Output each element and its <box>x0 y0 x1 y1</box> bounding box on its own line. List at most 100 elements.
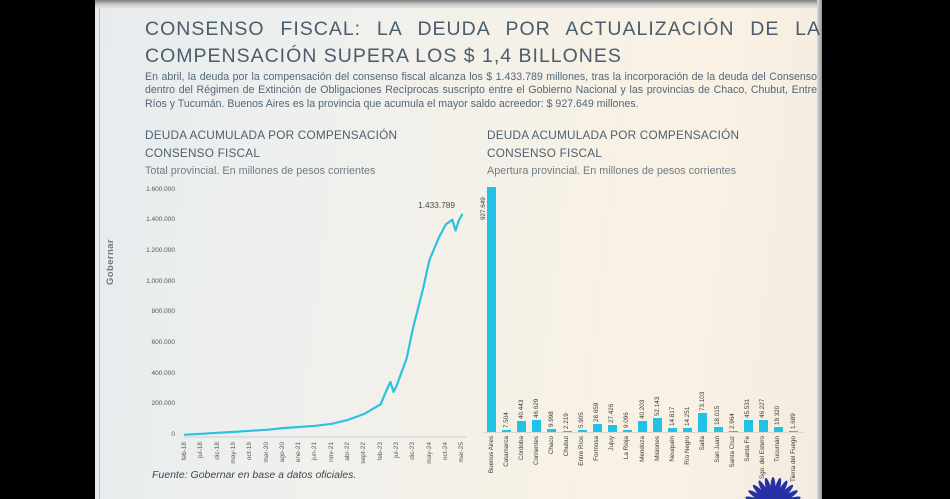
bar-value-label: 40.443 <box>517 400 525 420</box>
bar-category-label: Formosa <box>593 436 601 461</box>
line-chart-y-tick-label: 400.000 <box>151 369 176 377</box>
logo-petal <box>752 484 770 499</box>
gobernar-starburst-logo <box>745 477 801 499</box>
line-chart-x-tick-label: feb-23 <box>376 442 384 461</box>
line-chart-y-tick-label: 1.600.000 <box>146 185 175 193</box>
bar-tucum-n <box>773 426 783 432</box>
line-chart-y-tick-label: 600.000 <box>151 339 176 346</box>
bar-value-label: 14.251 <box>683 406 691 427</box>
logo-petal <box>776 484 794 499</box>
line-series-deuda-acumulada <box>183 213 464 436</box>
line-chart-x-tick-label: sept-22 <box>360 442 368 464</box>
bar-formosa <box>592 424 602 432</box>
bar-value-label: 18.015 <box>714 405 721 426</box>
line-chart-x-tick-label: jul-23 <box>392 442 400 458</box>
bar-category-label: La Rioja <box>623 436 631 460</box>
bar-santa-cruz <box>728 431 738 432</box>
line-chart-y-tick-label: 800.000 <box>151 308 176 316</box>
slide-intro-paragraph: En abril, la deuda por la compensación d… <box>145 71 817 110</box>
window-top-edge <box>95 0 822 8</box>
bar-tierra-del-fuego <box>789 431 798 432</box>
line-chart-y-tick-label: 1.200.000 <box>146 246 175 254</box>
bar-category-label: San Juan <box>714 436 721 463</box>
line-chart-x-tick-label: dic-23 <box>409 442 417 460</box>
window-right-edge <box>817 0 822 499</box>
bar-chart-subtitle: Apertura provincial. En millones de peso… <box>487 165 737 177</box>
bar-value-label: 1.689 <box>789 413 797 429</box>
bar-chart-x-axis-line <box>483 432 805 433</box>
slide: Gobernar CONSENSO FISCAL: LA DEUDA POR A… <box>95 0 822 499</box>
bar-value-label: 7.504 <box>502 412 510 429</box>
bar-category-label: Misiones <box>653 436 661 461</box>
bar-san-juan <box>713 427 723 432</box>
gobernar-watermark: Gobernar <box>105 239 116 285</box>
line-chart-subtitle: Total provincial. En millones de pesos c… <box>145 165 376 177</box>
logo-petal <box>748 490 769 499</box>
bar-catamarca <box>502 430 512 432</box>
bar-value-label: 46.227 <box>759 398 767 418</box>
bar-value-label: 2.219 <box>563 413 570 429</box>
slide-title: CONSENSO FISCAL: LA DEUDA POR ACTUALIZAC… <box>145 18 821 67</box>
bar-category-label: Mendoza <box>638 436 646 462</box>
bar-category-label: Catamarca <box>502 436 510 467</box>
bar-chart-title: DEUDA ACUMULADA POR COMPENSACIÓN CONSENS… <box>487 128 740 160</box>
bar-category-label: Chaco <box>547 436 555 455</box>
bar-value-label: 9.096 <box>623 411 631 428</box>
line-chart-y-tick-label: 1.400.000 <box>146 216 175 224</box>
bar-value-label: 27.426 <box>608 403 616 423</box>
bar-category-label: Neuquén <box>668 436 676 462</box>
bar-category-label: Santa Cruz <box>729 436 737 468</box>
line-chart-y-tick-label: 0 <box>171 431 175 439</box>
bar-value-label: 5.905 <box>578 412 586 429</box>
bar-jujuy <box>607 424 617 432</box>
bar-category-label: Córdoba <box>517 436 525 461</box>
bar-value-label: 9.998 <box>547 411 555 428</box>
logo-petal <box>764 477 773 499</box>
bar-corrientes <box>532 419 542 432</box>
bar-category-label: Corrientes <box>532 436 540 466</box>
bar-value-label: 28.659 <box>593 403 601 423</box>
bar-la-rioja <box>622 429 632 432</box>
bar-value-label: 927.649 <box>479 197 487 220</box>
line-chart-x-tick-label: mar-25 <box>458 442 466 463</box>
logo-petal <box>773 477 782 499</box>
bar-category-label: Chubut <box>563 436 570 457</box>
bar-mendoza <box>638 421 647 432</box>
bar-c-rdoba <box>517 421 527 432</box>
bar-chaco <box>547 429 557 432</box>
line-chart-y-tick-label: 1.000.000 <box>146 277 175 285</box>
bar-misiones <box>653 418 663 432</box>
line-chart-x-tick-label: may-24 <box>425 442 433 464</box>
bar-neuqu-n <box>668 428 678 432</box>
bar-category-label: Río Negro <box>683 436 691 465</box>
bar-value-label: 73.103 <box>698 391 706 411</box>
bar-category-label: Salta <box>698 436 706 451</box>
bar-value-label: 2.964 <box>729 413 737 429</box>
bar-entre-r-os <box>577 430 587 432</box>
bar-sgo-del-estero <box>758 419 768 432</box>
line-chart-plot <box>183 213 467 438</box>
bar-r-o-negro <box>683 428 693 432</box>
bar-buenos-aires <box>487 187 496 432</box>
logo-petal <box>774 480 788 499</box>
line-chart-y-tick-label: 200.000 <box>151 400 176 408</box>
bar-value-label: 14.817 <box>668 406 676 427</box>
bar-value-label: 40.203 <box>638 400 646 420</box>
bar-value-label: 52.143 <box>653 396 661 417</box>
bar-category-label: Jujuy <box>608 436 616 451</box>
bar-value-label: 46.629 <box>532 398 540 418</box>
logo-petal <box>777 490 798 499</box>
line-chart-title: DEUDA ACUMULADA POR COMPENSACIÓN CONSENS… <box>145 128 398 160</box>
bar-value-label: 45.531 <box>744 398 752 418</box>
slide-left-border <box>99 8 100 499</box>
bar-chubut <box>562 431 572 432</box>
bar-value-label: 19.320 <box>774 405 782 425</box>
logo-petal <box>758 480 772 499</box>
line-chart-x-tick-label: oct-24 <box>441 442 449 461</box>
bar-santa-fe <box>743 419 753 432</box>
line-chart-end-value-label: 1.433.789 <box>418 200 455 210</box>
bar-salta <box>698 412 708 432</box>
bar-category-label: Entre Ríos <box>578 436 586 466</box>
bar-category-label: Buenos Aires <box>487 436 495 474</box>
